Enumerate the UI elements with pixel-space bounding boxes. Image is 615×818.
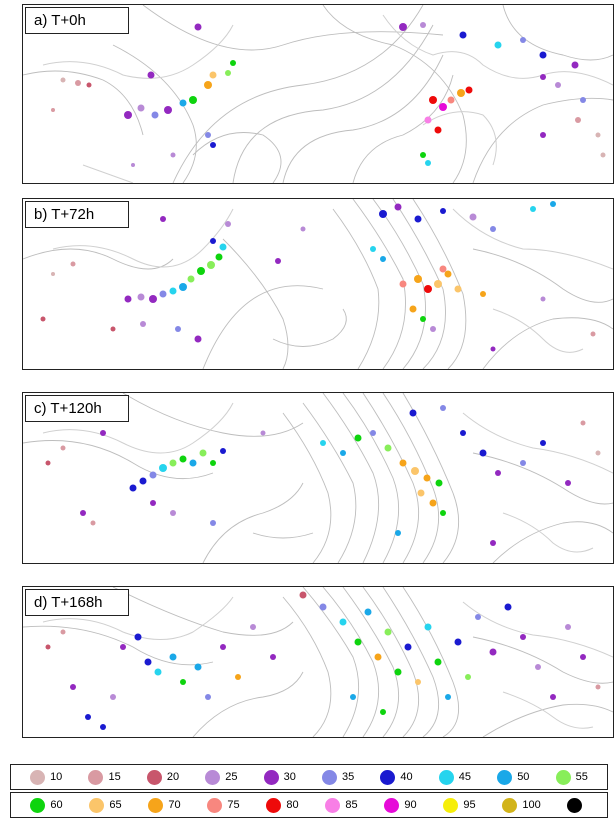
legend-label: 10 xyxy=(50,771,63,783)
legend-item: 50 xyxy=(497,769,530,785)
legend-label: 75 xyxy=(227,799,240,811)
legend-label: 80 xyxy=(286,799,299,811)
legend-item: 85 xyxy=(325,797,358,813)
legend-label: 90 xyxy=(404,799,417,811)
coastlines xyxy=(42,14,613,183)
legend-swatch xyxy=(567,797,583,813)
panel-label: c) T+120h xyxy=(25,395,129,422)
legend-swatch xyxy=(207,797,223,813)
map-d xyxy=(23,587,613,737)
legend-swatch xyxy=(30,797,46,813)
observation-points xyxy=(40,201,596,352)
legend-label: 15 xyxy=(108,771,121,783)
legend-item: 80 xyxy=(266,797,299,813)
legend-label: 25 xyxy=(225,771,238,783)
panel-label: d) T+168h xyxy=(25,589,129,616)
legend-label: 70 xyxy=(168,799,181,811)
legend-swatch xyxy=(205,769,221,785)
legend-item: 65 xyxy=(89,797,122,813)
legend-swatch xyxy=(89,797,105,813)
panel-d: d) T+168h xyxy=(22,586,614,738)
legend-item: 75 xyxy=(207,797,240,813)
legend-swatch xyxy=(438,769,454,785)
panel-a: a) T+0h xyxy=(22,4,614,184)
observation-points xyxy=(45,591,601,730)
legend-item: 35 xyxy=(322,769,355,785)
legend-label: 50 xyxy=(517,771,530,783)
coastlines xyxy=(52,208,613,353)
observation-points xyxy=(45,405,601,546)
legend-swatch xyxy=(497,769,513,785)
observation-points xyxy=(51,22,606,167)
pressure-contours xyxy=(23,587,613,737)
legend-item: 20 xyxy=(146,769,180,785)
legend-item xyxy=(567,797,587,813)
legend-swatch xyxy=(263,769,279,785)
panel-b: b) T+72h xyxy=(22,198,614,370)
legend-item: 100 xyxy=(502,797,541,813)
legend-label: 40 xyxy=(400,771,413,783)
legend-item: 60 xyxy=(30,797,63,813)
legend-item: 90 xyxy=(384,797,417,813)
legend-label: 60 xyxy=(50,799,63,811)
legend-item: 55 xyxy=(555,769,588,785)
legend-swatch xyxy=(502,797,518,813)
legend-swatch xyxy=(443,797,459,813)
coastlines xyxy=(42,402,613,553)
legend-label: 35 xyxy=(342,771,355,783)
legend-label: 30 xyxy=(283,771,296,783)
legend-label: 65 xyxy=(109,799,122,811)
legend-label: 100 xyxy=(522,799,541,811)
legend-swatch xyxy=(88,769,104,785)
map-a xyxy=(23,5,613,183)
legend-swatch xyxy=(322,769,338,785)
legend-item: 95 xyxy=(443,797,476,813)
legend-swatch xyxy=(148,797,164,813)
legend-swatch xyxy=(380,769,396,785)
panel-label: b) T+72h xyxy=(25,201,129,228)
coastlines xyxy=(42,596,613,729)
map-b xyxy=(23,199,613,369)
pressure-contours xyxy=(23,5,613,183)
legend-item: 10 xyxy=(30,769,63,785)
legend-item: 25 xyxy=(205,769,238,785)
panel-c: c) T+120h xyxy=(22,392,614,564)
legend-label: 85 xyxy=(345,799,358,811)
legend-swatch xyxy=(266,797,282,813)
legend-item: 15 xyxy=(88,769,121,785)
legend-swatch xyxy=(146,769,162,785)
legend-swatch xyxy=(30,769,46,785)
pressure-contours xyxy=(23,199,613,369)
legend-row-1: 10 15 20 25 30 35 40 45 50 55 xyxy=(10,764,608,790)
legend-label: 55 xyxy=(575,771,588,783)
legend-item: 30 xyxy=(263,769,296,785)
map-c xyxy=(23,393,613,563)
legend-label: 45 xyxy=(458,771,472,783)
legend-swatch xyxy=(325,797,341,813)
legend-item: 70 xyxy=(148,797,181,813)
panel-label: a) T+0h xyxy=(25,7,129,34)
legend-swatch xyxy=(384,797,400,813)
legend-item: 40 xyxy=(380,769,413,785)
legend-swatch xyxy=(555,769,571,785)
pressure-contours xyxy=(23,393,613,563)
legend-row-2: 60 65 70 75 80 85 90 95 100 xyxy=(10,792,608,818)
legend-item: 45 xyxy=(438,769,472,785)
legend-label: 95 xyxy=(463,799,476,811)
legend-label: 20 xyxy=(166,771,180,783)
